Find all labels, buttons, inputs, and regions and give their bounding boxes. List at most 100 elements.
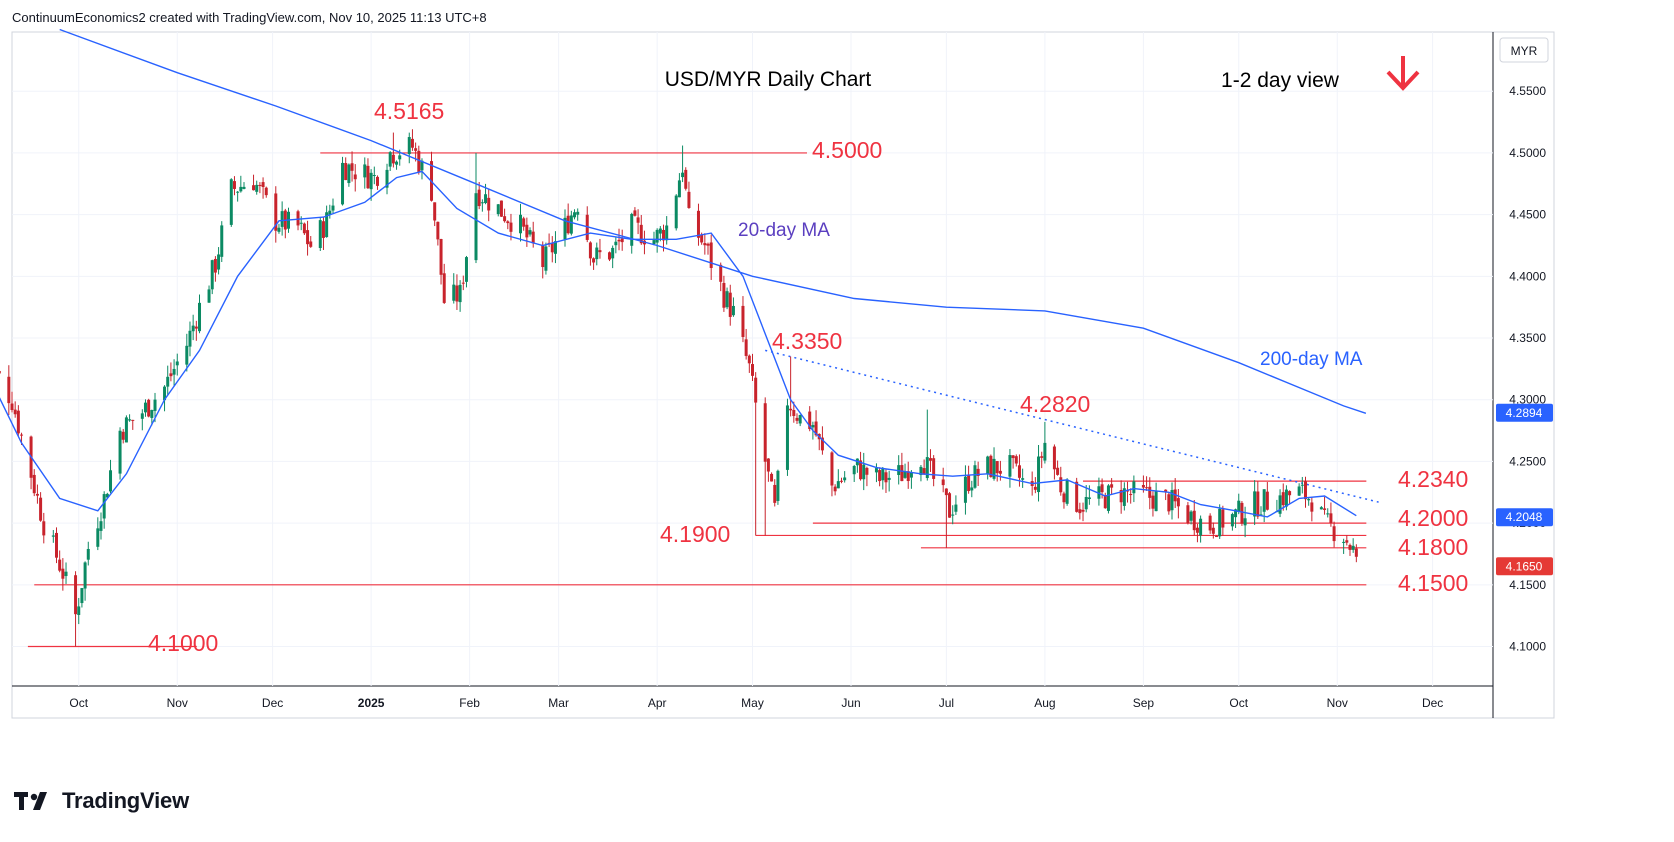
currency-box <box>1499 37 1549 63</box>
candle <box>280 201 284 236</box>
candle <box>1126 481 1130 503</box>
candle <box>1278 489 1282 518</box>
candle <box>236 190 240 202</box>
candle-body <box>1084 496 1088 510</box>
candle <box>1106 484 1110 514</box>
candle <box>741 296 745 343</box>
candle <box>1192 499 1196 536</box>
candle-body <box>58 559 62 571</box>
candle-body <box>808 411 812 430</box>
candle-body <box>1332 526 1336 542</box>
candle <box>1043 421 1047 464</box>
candle-body <box>1345 540 1349 543</box>
candle-body <box>859 460 863 480</box>
candle-body <box>258 184 262 186</box>
candle <box>1151 491 1155 517</box>
candle-body <box>80 588 84 604</box>
candle <box>725 287 729 310</box>
candle-body <box>595 247 599 260</box>
candle-body <box>611 247 615 259</box>
candle-body <box>1342 541 1346 543</box>
candle <box>830 451 834 497</box>
candle-body <box>874 468 878 473</box>
candle <box>674 194 678 231</box>
candle-body <box>350 163 354 171</box>
candle <box>665 216 669 245</box>
candle <box>185 333 189 372</box>
candle-body <box>1122 488 1126 506</box>
candle <box>922 459 926 475</box>
candle-body <box>776 470 780 501</box>
attribution-text: ContinuumEconomics2 created with Trading… <box>12 10 487 25</box>
candle-body <box>922 468 926 475</box>
candle-body <box>274 193 278 231</box>
tradingview-logo[interactable]: TradingView <box>14 788 189 814</box>
candle <box>1195 523 1199 543</box>
candle <box>1319 506 1323 510</box>
candle <box>878 467 882 487</box>
candle-body <box>331 205 335 211</box>
candle-body <box>13 409 17 415</box>
candle-body <box>741 305 745 337</box>
candle <box>1345 535 1349 546</box>
candle-body <box>252 185 256 191</box>
x-tick-label: May <box>741 696 764 710</box>
candle <box>1052 444 1056 480</box>
tradingview-logo-text: TradingView <box>62 788 189 813</box>
candle-body <box>639 224 643 244</box>
candle <box>1215 535 1219 538</box>
candle <box>32 469 36 497</box>
candle-body <box>636 217 640 223</box>
candle-body <box>1288 491 1292 496</box>
candle <box>198 294 202 334</box>
candle-body <box>509 222 513 232</box>
candle-body <box>51 535 55 537</box>
candle-body <box>1059 477 1063 493</box>
candle <box>1148 477 1152 510</box>
candle <box>1243 506 1247 538</box>
candle-body <box>83 562 87 589</box>
candle <box>525 217 529 247</box>
candle <box>954 495 958 515</box>
candle-body <box>0 370 1 374</box>
down-arrow-icon <box>1386 56 1420 91</box>
candle <box>309 236 313 248</box>
candle-body <box>1211 527 1215 534</box>
candle-body <box>1040 456 1044 458</box>
candle <box>213 256 217 282</box>
candle-body <box>169 373 173 377</box>
time-axis: Oct Nov Dec 2025 Feb Mar Apr May Jun Jul Aug Sep Oct… <box>69 696 1443 710</box>
candle <box>1265 482 1269 511</box>
candle <box>163 385 167 412</box>
candle-body <box>1164 489 1168 493</box>
candle <box>773 479 777 507</box>
level-label: 4.1000 <box>148 630 218 656</box>
candle-body <box>388 152 392 167</box>
candle-body <box>16 410 20 434</box>
candle <box>722 275 726 312</box>
candle-body <box>576 211 580 215</box>
candle-body <box>700 234 704 243</box>
candle <box>1218 504 1222 539</box>
candle-body <box>944 488 948 496</box>
candle-body <box>995 461 999 474</box>
candle-body <box>773 484 777 503</box>
candle-body <box>1119 490 1123 503</box>
candle <box>652 231 656 246</box>
candle <box>172 359 176 386</box>
candle <box>941 467 945 493</box>
candle <box>1097 477 1101 506</box>
candle-body <box>878 470 882 482</box>
candle-body <box>681 172 685 178</box>
candle <box>131 419 135 430</box>
candle <box>455 274 459 310</box>
candle-body <box>32 474 36 494</box>
candle-body <box>770 473 774 482</box>
candle <box>121 428 125 444</box>
candle-body <box>674 195 678 229</box>
candle <box>331 198 335 214</box>
candle <box>1297 483 1301 496</box>
candle-body <box>703 243 707 246</box>
y-tick-label: 4.4500 <box>1509 208 1546 222</box>
